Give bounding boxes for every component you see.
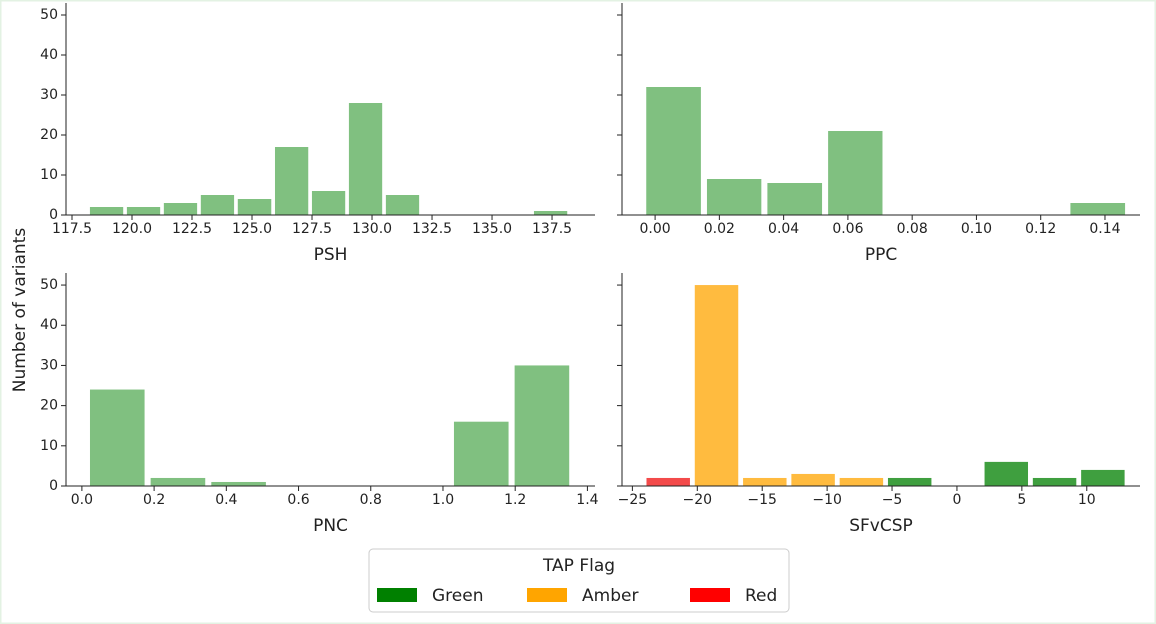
x-tick-label: 0.14: [1089, 221, 1120, 237]
x-tick-label: 0.02: [704, 221, 735, 237]
x-tick-label: −10: [812, 492, 842, 508]
bar: [348, 103, 383, 215]
bar: [984, 461, 1029, 486]
bar: [646, 477, 690, 486]
bar: [89, 207, 124, 215]
y-tick-label: 20: [40, 127, 58, 143]
bar: [1032, 477, 1077, 486]
y-tick-label: 40: [40, 47, 58, 63]
bar: [163, 203, 198, 215]
y-tick-label: 0: [49, 207, 58, 223]
x-tick-label: 127.5: [292, 221, 332, 237]
legend-title: TAP Flag: [542, 556, 615, 576]
y-tick-label: 10: [40, 438, 58, 454]
bar: [694, 285, 739, 486]
y-tick-label: 10: [40, 167, 58, 183]
x-axis-label: PNC: [313, 516, 348, 536]
x-axis-label: PSH: [314, 245, 348, 265]
bar: [1081, 469, 1125, 486]
bar: [1070, 203, 1126, 215]
x-tick-label: 120.0: [112, 221, 152, 237]
bar: [237, 199, 272, 215]
bar: [453, 421, 509, 486]
bar: [385, 195, 420, 215]
legend-swatch: [690, 588, 730, 602]
x-tick-label: 1.0: [432, 492, 454, 508]
x-tick-label: 117.5: [52, 221, 92, 237]
x-tick-label: 0.12: [1025, 221, 1056, 237]
x-tick-label: 5: [1017, 492, 1026, 508]
x-tick-label: 132.5: [412, 221, 452, 237]
legend-label: Amber: [582, 586, 638, 606]
x-tick-label: 0.04: [768, 221, 799, 237]
x-tick-label: 125.0: [232, 221, 272, 237]
legend-swatch: [377, 588, 417, 602]
bar: [646, 87, 701, 215]
y-tick-label: 0: [49, 478, 58, 494]
x-tick-label: 0.2: [143, 492, 165, 508]
x-axis-label: PPC: [865, 245, 897, 265]
x-tick-label: 0.00: [640, 221, 671, 237]
x-tick-label: 0.06: [832, 221, 863, 237]
x-tick-label: 137.5: [532, 221, 572, 237]
x-tick-label: −25: [618, 492, 648, 508]
x-tick-label: 130.0: [352, 221, 392, 237]
x-tick-label: 1.4: [576, 492, 598, 508]
y-axis-label: Number of variants: [10, 228, 30, 393]
bar: [839, 477, 884, 486]
x-tick-label: −15: [747, 492, 777, 508]
legend-label: Red: [745, 586, 777, 606]
x-tick-label: 0.4: [215, 492, 237, 508]
x-axis-label: SFvCSP: [849, 516, 913, 536]
legend-swatch: [527, 588, 567, 602]
legend-box: [368, 548, 790, 613]
bar: [200, 195, 235, 215]
x-tick-label: −20: [683, 492, 713, 508]
x-tick-label: 10: [1078, 492, 1096, 508]
bar: [767, 183, 823, 215]
y-tick-label: 30: [40, 87, 58, 103]
bar: [887, 477, 932, 486]
bar: [311, 191, 346, 215]
bar: [828, 131, 883, 215]
y-tick-label: 50: [40, 7, 58, 23]
bar: [514, 365, 570, 486]
x-tick-label: 0: [952, 492, 961, 508]
x-tick-label: 1.2: [504, 492, 526, 508]
x-tick-label: 0.0: [71, 492, 93, 508]
bar: [150, 477, 206, 486]
y-tick-label: 40: [40, 317, 58, 333]
x-tick-label: −5: [882, 492, 903, 508]
bar: [274, 147, 309, 215]
x-tick-label: 0.08: [897, 221, 928, 237]
x-tick-label: 122.5: [172, 221, 212, 237]
y-tick-label: 50: [40, 277, 58, 293]
bar: [706, 179, 762, 215]
bar: [743, 477, 787, 486]
bar: [533, 211, 568, 215]
x-tick-label: 0.8: [360, 492, 382, 508]
bar: [211, 481, 266, 486]
bar: [89, 389, 145, 486]
x-tick-label: 135.0: [472, 221, 512, 237]
bar: [126, 207, 161, 215]
legend-label: Green: [432, 586, 483, 606]
bar: [791, 473, 835, 486]
x-tick-label: 0.10: [961, 221, 992, 237]
y-tick-label: 30: [40, 357, 58, 373]
y-tick-label: 20: [40, 398, 58, 414]
x-tick-label: 0.6: [287, 492, 309, 508]
